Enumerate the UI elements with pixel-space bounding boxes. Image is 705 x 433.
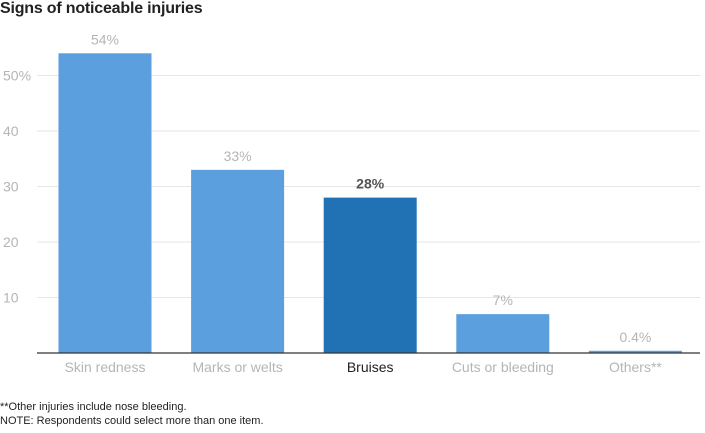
bar	[58, 53, 152, 354]
footnote-note: NOTE: Respondents could select more than…	[0, 415, 264, 427]
category-label: Marks or welts	[192, 359, 282, 375]
category-label: Skin redness	[65, 359, 146, 375]
bar	[588, 350, 682, 353]
y-tick-label: 10	[3, 290, 19, 306]
bar-value-label: 33%	[224, 148, 252, 164]
bar	[323, 197, 417, 353]
footnotes: **Other injuries include nose bleeding. …	[0, 400, 264, 428]
y-tick-label: 20	[3, 234, 19, 250]
y-tick-label: 30	[3, 179, 19, 195]
bar	[191, 169, 285, 353]
category-label: Cuts or bleeding	[452, 359, 554, 375]
bar-chart: 10 20 30 40 50% 54% Skin redness 33% Marks or we…	[3, 31, 700, 375]
bar-value-label: 54%	[91, 31, 119, 47]
footnote-other: **Other injuries include nose bleeding.	[0, 401, 187, 413]
bar-value-label: 0.4%	[619, 329, 651, 345]
chart-title: Signs of noticeable injuries	[0, 0, 203, 17]
category-label: Others**	[609, 359, 662, 375]
bar	[456, 314, 550, 353]
category-label: Bruises	[347, 359, 394, 375]
bar-value-label: 28%	[356, 176, 385, 192]
y-tick-label: 50%	[3, 68, 31, 84]
y-tick-label: 40	[3, 123, 19, 139]
bar-value-label: 7%	[493, 292, 513, 308]
